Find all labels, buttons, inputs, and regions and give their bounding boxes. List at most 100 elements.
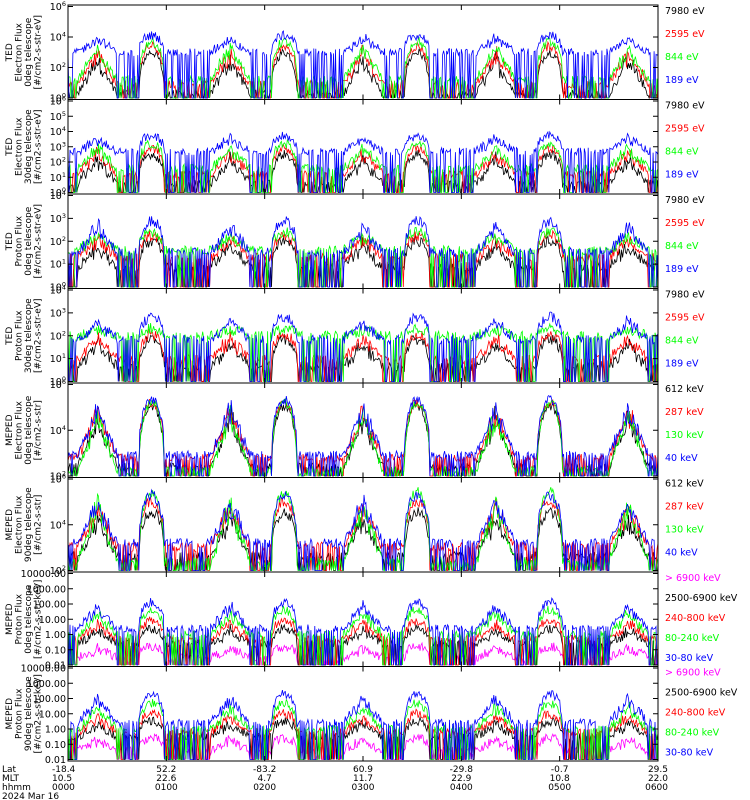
y-axis-label: TEDProton Flux0deg telescope[#/cm2-s-str… [5,204,44,279]
x-tick-lat: -83.2 [253,765,276,775]
legend-entry: 40 keV [665,453,698,464]
series-trace-3-4 [67,216,659,288]
x-axis-row-label: Lat [2,765,17,775]
legend-entry: 80-240 keV [665,633,720,644]
legend-entry: 844 eV [665,147,699,158]
panel-3: 100 101 102 103 104 TEDProton Flux0deg telesc… [5,189,705,294]
y-tick-label: 101 [50,171,66,184]
legend-entry: 844 eV [665,241,699,252]
y-tick-label: 102 [50,470,66,483]
legend-entry: 7980 eV [665,101,705,112]
x-tick-mlt: 22.9 [451,774,471,784]
y-tick-label: 1.00 [45,725,66,736]
x-tick-mlt: 22.6 [156,774,176,784]
series-trace-6-4 [67,488,658,571]
series-trace-6-1 [67,506,658,571]
legend-entry: 189 eV [665,264,699,275]
legend-entry: 2595 eV [665,124,705,135]
x-tick-mlt: 10.8 [550,774,570,784]
y-axis-label: MEPEDElectron Flux0deg telescope[#/cm2-s… [5,395,44,465]
series-trace-2-4 [67,130,659,193]
panel-5: 102 104 106 MEPEDElectron Flux0deg telescop… [5,378,704,483]
y-tick-label: 102 [50,329,66,342]
x-axis-row-label: 2024 Mar 16 [2,792,59,800]
legend-entry: 7980 eV [665,6,705,17]
y-tick-label: 104 [50,518,66,531]
y-tick-label: 0.10 [45,740,66,751]
series-trace-1-3 [67,36,659,99]
legend-entry: 130 keV [665,525,704,536]
y-axis-label: MEPEDElectron Flux90deg telescope[#/cm2-… [5,487,44,562]
legend-entry: 130 keV [665,430,704,441]
y-tick-label: 100 [50,92,66,105]
x-tick-time: 0200 [253,783,276,793]
panel-6: 102 104 106 MEPEDElectron Flux90deg telesco… [5,473,704,578]
series-trace-1-4 [67,30,659,99]
legend-entry: 30-80 keV [665,653,714,664]
series-trace-5-4 [67,395,659,477]
panels-group: 100 102 104 106 TEDElectron Flux0deg telesco… [5,0,738,766]
series-trace-3-3 [67,226,658,288]
legend-entry: 240-800 keV [665,613,726,624]
x-tick-mlt: 4.7 [258,774,272,784]
y-tick-label: 100.00 [33,600,66,611]
y-tick-label: 106 [50,95,66,108]
panel-4: 100 101 102 103 104 TEDProton Flux30deg teles… [5,284,705,389]
x-tick-lat: 60.9 [353,765,373,775]
x-axis-row-label: hhmm [2,783,31,793]
x-tick-time: 0000 [52,783,75,793]
panel-8: 0.01 0.10 1.00 10.00 100.00 1000.00 10000.00ME… [5,664,738,767]
x-tick-time: 0400 [450,783,473,793]
y-tick-label: 103 [50,306,66,319]
series-trace-4-4 [67,311,659,382]
y-tick-label: 1000.00 [27,679,66,690]
legend-entry: 612 keV [665,479,704,490]
y-tick-label: 100 [50,375,66,388]
series-trace-8-5 [68,690,658,760]
y-tick-label: 101 [50,352,66,365]
x-axis-row-label: MLT [2,774,20,784]
y-tick-label: 100 [50,281,66,294]
x-tick-time: 0600 [645,783,668,793]
legend-entry: 189 eV [665,75,699,86]
legend-entry: 612 keV [665,384,704,395]
x-tick-lat: 52.2 [156,765,176,775]
panel-2: 100 101 102 103 104 105 106 TEDElectron Flux30d… [5,95,705,200]
x-tick-lat: -18.4 [52,765,76,775]
y-tick-label: 102 [50,156,66,169]
y-tick-label: 103 [50,212,66,225]
y-tick-label: 10000.00 [21,569,66,580]
y-tick-label: 10000.00 [21,664,66,675]
x-tick-lat: -0.7 [551,765,569,775]
y-tick-label: 100 [50,186,66,199]
x-tick-time: 0300 [352,783,375,793]
panel-7: 0.010.101.0010.00100.001000.0010000.00ME… [5,569,738,672]
y-tick-label: 104 [50,424,66,437]
y-tick-label: 102 [50,61,66,74]
legend-entry: 2595 eV [665,29,705,40]
legend-entry: > 6900 keV [665,668,721,679]
y-tick-label: 0.01 [45,755,66,766]
y-tick-label: 0.10 [45,645,66,656]
y-tick-label: 105 [50,110,66,123]
y-axis-label: MEPEDProton Flux0deg telescope[#/cm2-s-s… [5,580,44,659]
y-tick-label: 106 [50,378,66,391]
y-tick-label: 1000.00 [27,584,66,595]
y-tick-label: 104 [50,189,66,202]
legend-entry: 2500-6900 keV [665,593,738,604]
legend-entry: 844 eV [665,336,699,347]
legend-entry: 240-800 keV [665,708,726,719]
x-tick-time: 0100 [155,783,178,793]
x-tick-lat: 29.5 [648,765,668,775]
y-axis-label: TEDProton Flux30deg telescope[#/cm2-s-st… [5,298,44,373]
y-tick-label: 10.00 [39,615,66,626]
x-tick-time: 0500 [548,783,571,793]
legend-entry: 30-80 keV [665,748,714,759]
y-tick-label: 106 [50,0,66,13]
legend-entry: 2595 eV [665,218,705,229]
y-axis-label: TEDElectron Flux30deg telescope[#/cm2-s-… [5,109,44,184]
series-trace-4-3 [67,322,658,382]
y-tick-label: 101 [50,258,66,271]
